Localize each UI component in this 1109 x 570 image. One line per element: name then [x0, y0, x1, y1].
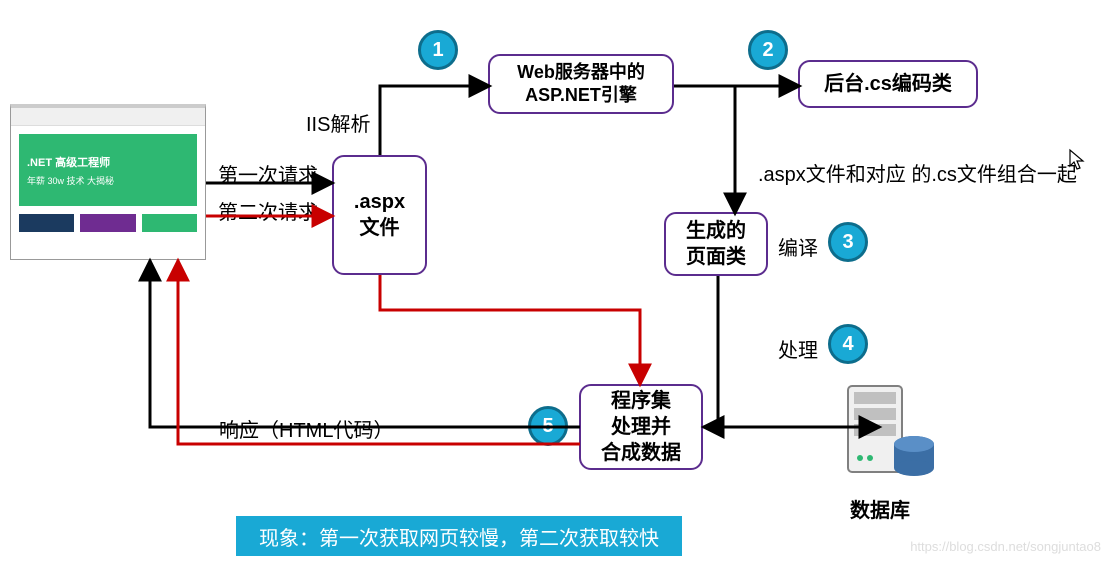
cs-class-node: 后台.cs编码类	[798, 60, 978, 108]
browser-banner-sub: 年薪 30w 技术 大揭秘	[27, 174, 197, 187]
generated-page-class-node: 生成的 页面类	[664, 212, 768, 276]
browser-banner-title: .NET 高级工程师	[27, 154, 197, 170]
browser-tile	[142, 214, 197, 232]
database-server-icon	[836, 378, 946, 488]
cursor-icon	[1068, 148, 1086, 172]
response-label: 响应（HTML代码）	[219, 414, 393, 443]
iis-parse-label: IIS解析	[306, 108, 370, 137]
browser-banner: .NET 高级工程师 年薪 30w 技术 大揭秘	[19, 134, 197, 206]
step-badge-5: 5	[528, 406, 568, 446]
step-badge-3: 3	[828, 222, 868, 262]
phenomenon-banner: 现象：第一次获取网页较慢，第二次获取较快	[236, 516, 682, 556]
browser-tiles	[19, 214, 197, 232]
assembly-process-node: 程序集 处理并 合成数据	[579, 384, 703, 470]
browser-titlebar	[11, 108, 205, 126]
watermark: https://blog.csdn.net/songjuntao8	[910, 539, 1101, 554]
browser-tile	[19, 214, 74, 232]
browser-mock: .NET 高级工程师 年薪 30w 技术 大揭秘	[10, 104, 206, 260]
diagram-canvas: .NET 高级工程师 年薪 30w 技术 大揭秘 .aspx 文件 Web服务器…	[0, 0, 1109, 570]
process-label: 处理	[778, 334, 818, 363]
step-badge-2: 2	[748, 30, 788, 70]
second-request-label: 第二次请求	[218, 196, 318, 225]
aspx-file-node: .aspx 文件	[332, 155, 427, 275]
aspnet-engine-node: Web服务器中的 ASP.NET引擎	[488, 54, 674, 114]
combine-files-label: .aspx文件和对应 的.cs文件组合一起	[758, 158, 1077, 187]
database-label: 数据库	[850, 494, 910, 523]
compile-label: 编译	[778, 232, 818, 261]
browser-tile	[80, 214, 135, 232]
step-badge-4: 4	[828, 324, 868, 364]
step-badge-1: 1	[418, 30, 458, 70]
first-request-label: 第一次请求	[218, 159, 318, 188]
